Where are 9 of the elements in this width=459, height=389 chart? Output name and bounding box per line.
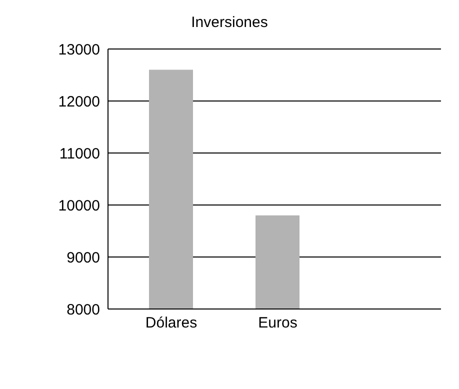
x-tick-label: Euros [258, 314, 298, 332]
chart-title: Inversiones [190, 14, 269, 31]
y-tick-label: 11000 [59, 145, 100, 162]
y-tick-label: 9000 [66, 249, 100, 266]
y-tick-label: 10000 [58, 197, 100, 214]
y-tick-label: 8000 [66, 301, 100, 318]
x-tick-label: Dólares [145, 314, 198, 332]
y-tick-label: 13000 [58, 41, 100, 58]
y-tick-label: 12000 [58, 93, 100, 110]
